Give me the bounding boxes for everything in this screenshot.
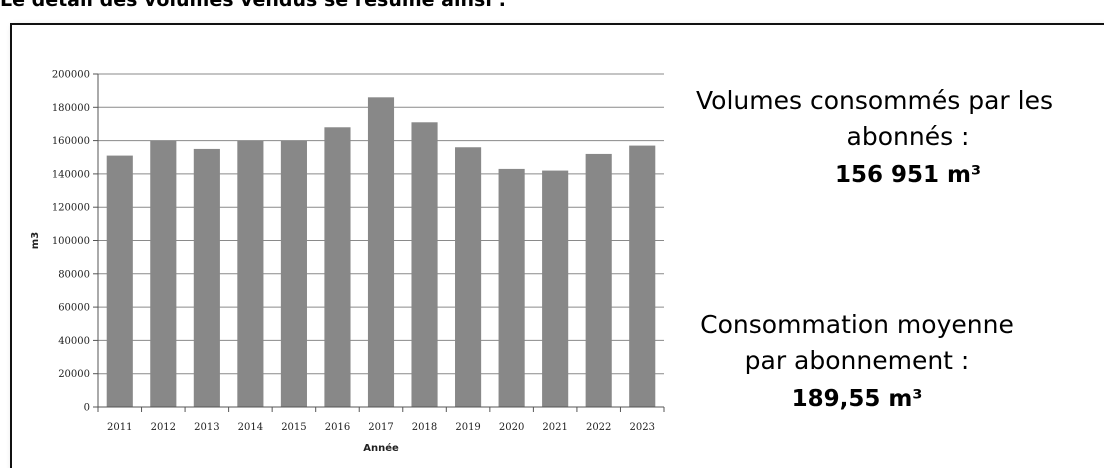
x-tick-label: 2014	[238, 422, 263, 433]
x-tick-label: 2023	[630, 422, 655, 433]
x-tick-label: 2018	[412, 422, 437, 433]
section-heading: Le détail des volumes vendus se résume a…	[0, 0, 507, 11]
y-tick-label: 200000	[52, 70, 90, 81]
axes	[93, 73, 665, 412]
volumes-value: 156 951 m³	[834, 162, 982, 188]
x-tick-label: 2013	[194, 422, 219, 433]
bar-chart: 0 20000 40000 60000 80000 100000 120000 140000 1…	[30, 70, 665, 454]
x-tick-label: 2016	[325, 422, 350, 433]
bar-2011	[106, 155, 133, 407]
bar-2013	[193, 148, 220, 408]
x-tick-label: 2020	[499, 422, 524, 433]
volumes-label-line1: Volumes consommés par les	[696, 86, 1053, 115]
bar-2016	[324, 127, 351, 407]
y-tick-label: 120000	[52, 203, 90, 214]
moyenne-label-line1: Consommation moyenne	[700, 310, 1014, 339]
figure-frame: 0 20000 40000 60000 80000 100000 120000 140000 1…	[10, 23, 1104, 468]
y-tick-label: 80000	[58, 269, 90, 280]
moyenne-label-line2: par abonnement :	[744, 346, 970, 375]
bar-2020	[498, 168, 525, 407]
x-tick-label: 2022	[586, 422, 611, 433]
x-tick-label: 2012	[151, 422, 176, 433]
bar-2022	[585, 153, 612, 407]
y-tick-labels: 0 20000 40000 60000 80000 100000 120000 140000 1…	[52, 70, 90, 414]
bar-2023	[629, 145, 656, 407]
y-axis-title: m3	[30, 232, 41, 249]
volumes-label-line2: abonnés :	[846, 122, 970, 151]
bar-2019	[455, 147, 482, 407]
bar-2015	[280, 140, 307, 407]
x-tick-labels: 2011 2012 2013 2014 2015 2016 2017 2018 2019 2020…	[107, 422, 655, 433]
consommation-moyenne-block: Consommation moyenne par abonnement : 18…	[652, 307, 1062, 417]
y-tick-label: 180000	[52, 103, 90, 114]
y-tick-label: 0	[84, 403, 90, 414]
y-tick-label: 160000	[52, 136, 90, 147]
y-tick-label: 20000	[58, 369, 90, 380]
x-tick-label: 2021	[542, 422, 567, 433]
x-tick-label: 2011	[107, 422, 132, 433]
moyenne-value: 189,55 m³	[791, 386, 923, 412]
y-tick-label: 140000	[52, 169, 90, 180]
volumes-consommes-block: Volumes consommés par les abonnés : 156 …	[688, 83, 1104, 193]
bar-2014	[237, 140, 264, 407]
x-tick-label: 2019	[455, 422, 480, 433]
bar-2017	[367, 97, 395, 407]
bar-2021	[542, 170, 569, 407]
x-tick-label: 2015	[281, 422, 306, 433]
bar-2018	[411, 122, 438, 407]
bar-2012	[150, 140, 177, 407]
y-tick-label: 100000	[52, 236, 90, 247]
y-tick-label: 40000	[58, 336, 90, 347]
bars	[106, 97, 656, 408]
y-tick-label: 60000	[58, 303, 90, 314]
x-axis-title: Année	[363, 442, 399, 454]
x-tick-label: 2017	[368, 422, 393, 433]
